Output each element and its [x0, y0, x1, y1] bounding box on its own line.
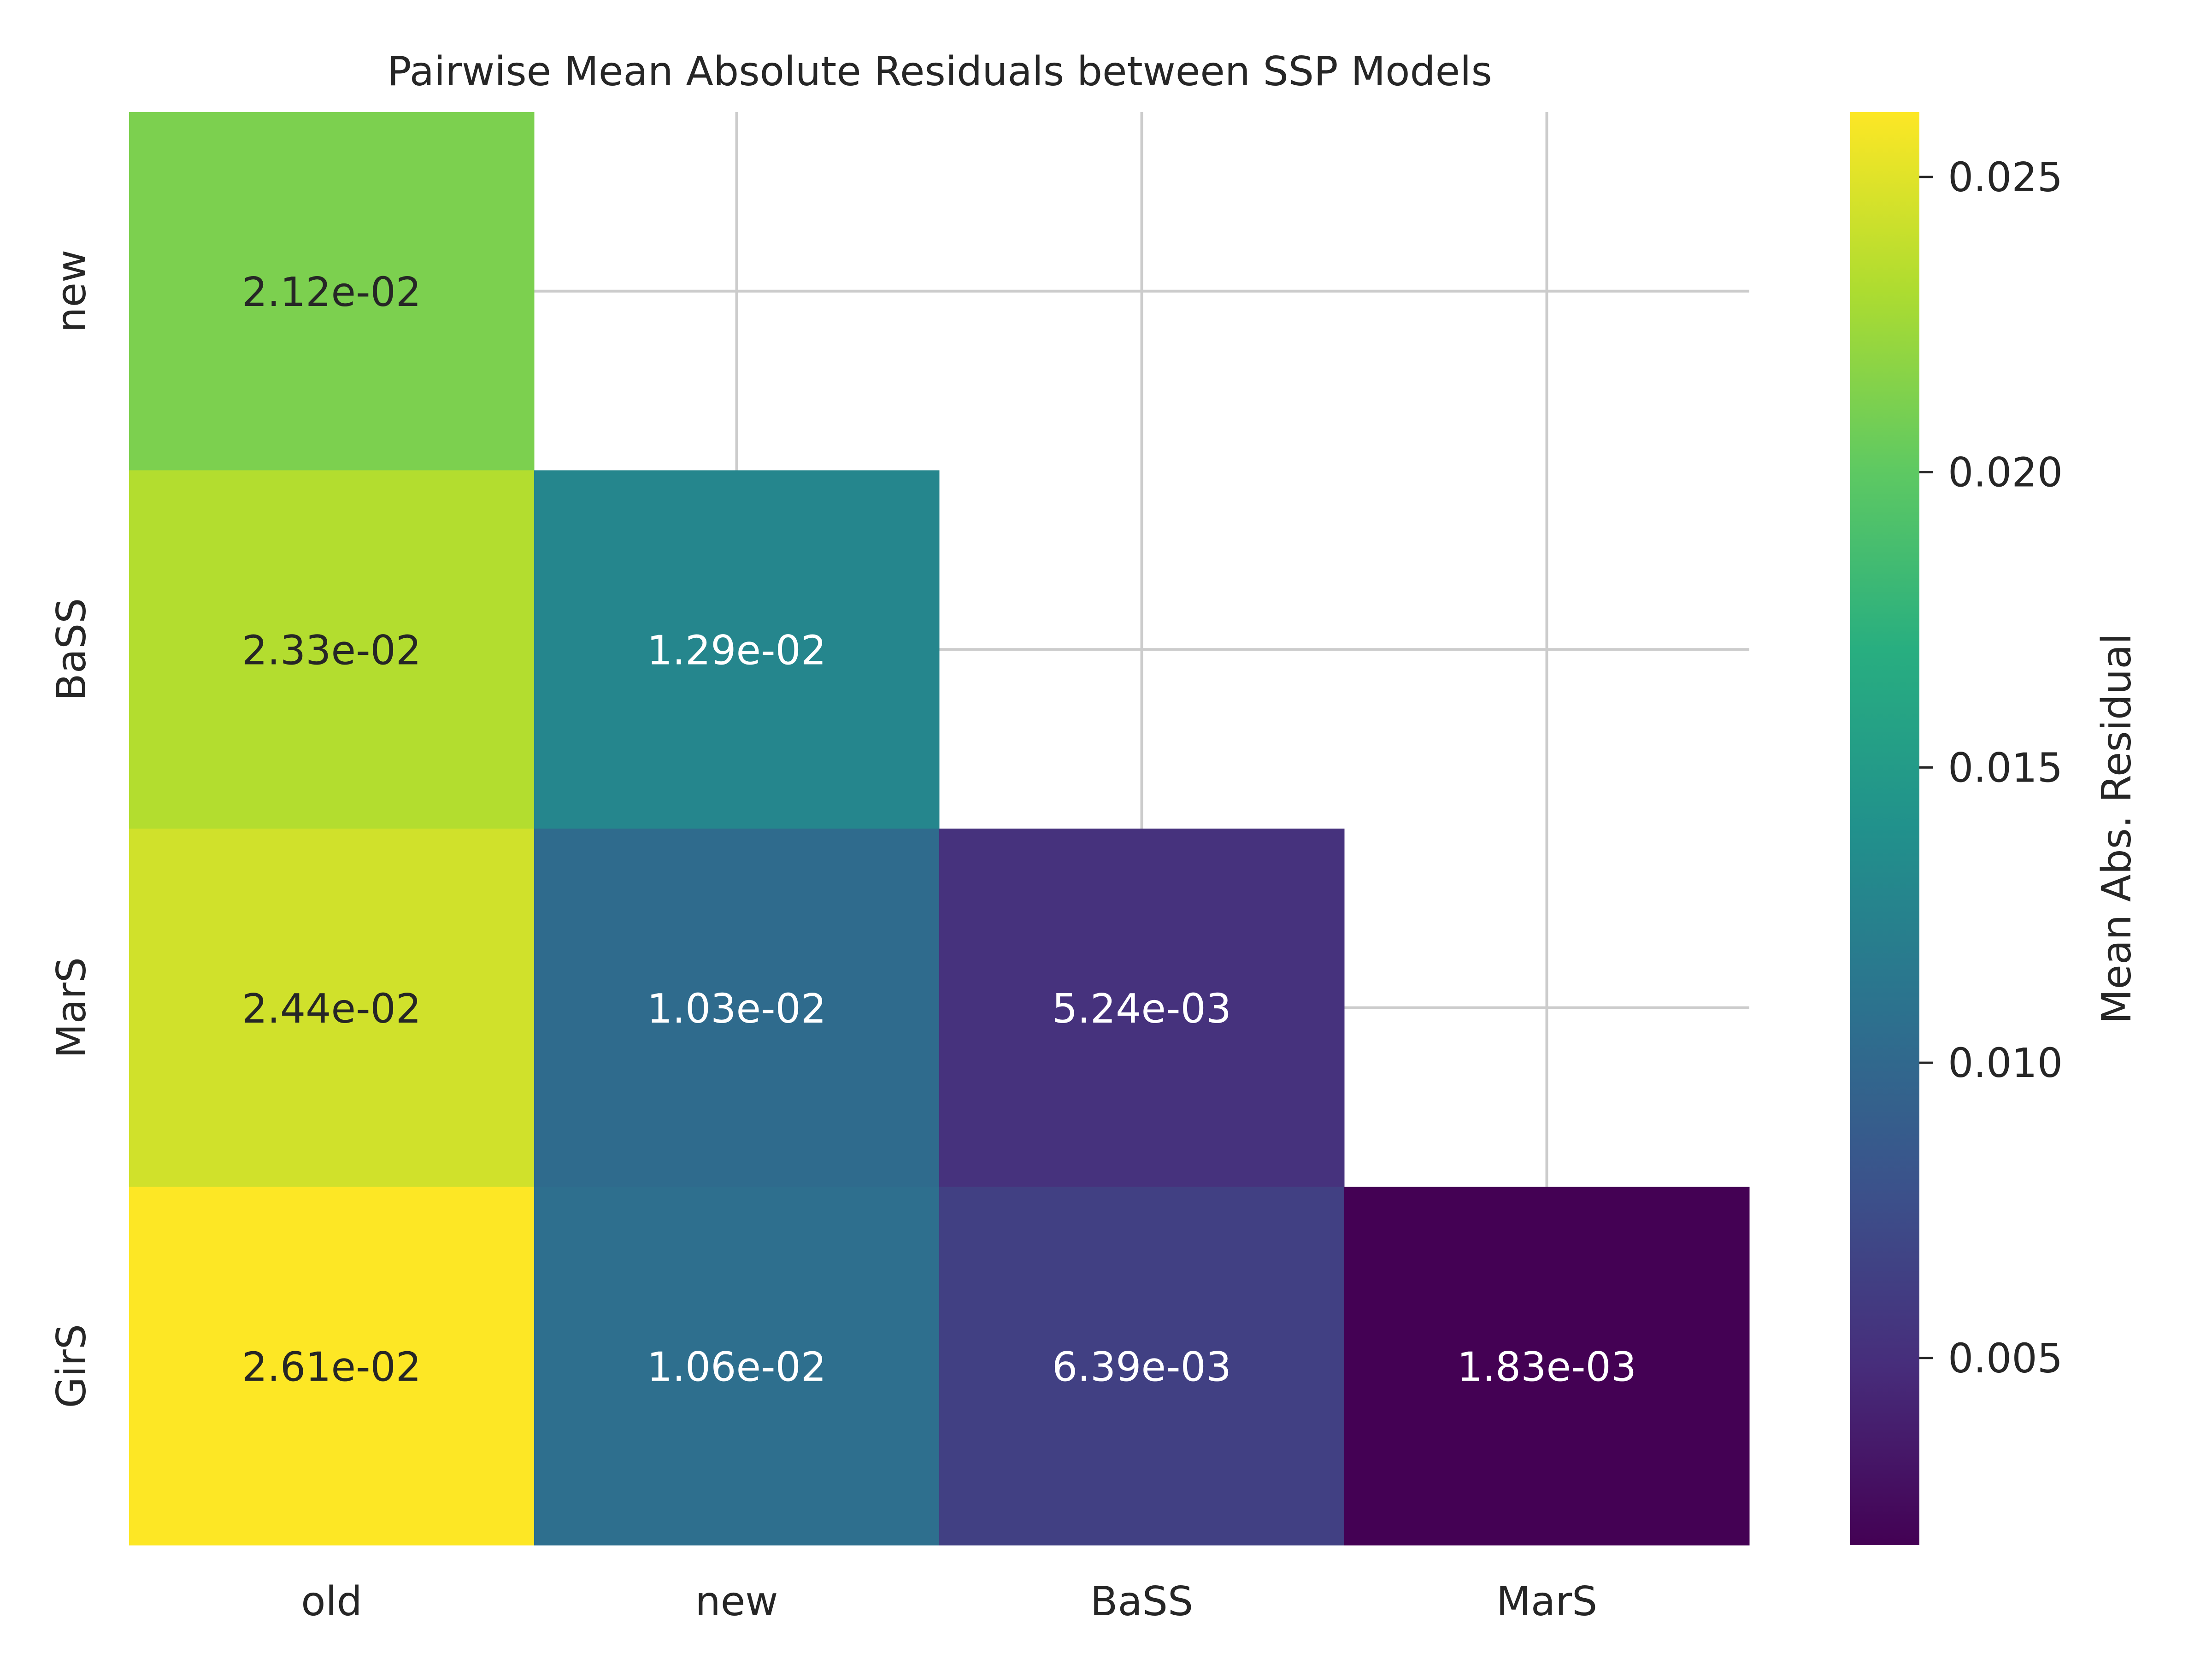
heatmap-cell — [129, 1187, 535, 1546]
cell-labels: 2.12e-02 2.33e-02 1.29e-02 2.44e-02 1.03e-02… — [242, 269, 1636, 1391]
x-tick-label: new — [695, 1578, 778, 1625]
x-axis-tick-labels: old new BaSS MarS — [301, 1578, 1597, 1625]
cell-value-label: 1.83e-03 — [1457, 1343, 1636, 1390]
cell-value-label: 2.12e-02 — [242, 269, 421, 316]
cell-value-label: 6.39e-03 — [1052, 1343, 1231, 1390]
colorbar-tick-label: 0.025 — [1948, 154, 2063, 201]
cell-value-label: 2.33e-02 — [242, 627, 421, 674]
heatmap-cell — [534, 470, 940, 829]
heatmap-cells — [129, 112, 1750, 1546]
heatmap-cell — [939, 1187, 1345, 1546]
cell-value-label: 5.24e-03 — [1052, 985, 1231, 1032]
cell-value-label: 2.44e-02 — [242, 985, 421, 1032]
heatmap-cell — [534, 1187, 940, 1546]
colorbar-tick-label: 0.010 — [1948, 1040, 2063, 1087]
colorbar-tick-label: 0.015 — [1948, 744, 2063, 791]
cell-value-label: 1.06e-02 — [647, 1343, 826, 1390]
y-tick-label: new — [48, 250, 95, 333]
colorbar-label: Mean Abs. Residual — [2093, 633, 2140, 1024]
heatmap-cell — [129, 470, 535, 829]
chart-title: Pairwise Mean Absolute Residuals between… — [387, 48, 1492, 95]
x-tick-label: BaSS — [1090, 1578, 1193, 1625]
y-tick-label: GirS — [48, 1324, 95, 1408]
colorbar-ticks: 0.005 0.010 0.015 0.020 0.025 — [1919, 154, 2063, 1382]
colorbar-tick-label: 0.020 — [1948, 449, 2063, 496]
cell-value-label: 1.03e-02 — [647, 985, 826, 1032]
colorbar — [1850, 112, 1919, 1545]
y-axis-tick-labels: new BaSS MarS GirS — [48, 250, 95, 1408]
colorbar-tick-label: 0.005 — [1948, 1335, 2063, 1382]
heatmap-cell — [1344, 1187, 1750, 1546]
heatmap-cell — [129, 829, 535, 1187]
y-tick-label: BaSS — [48, 598, 95, 701]
x-tick-label: MarS — [1496, 1578, 1597, 1625]
heatmap-cell — [129, 112, 535, 471]
heatmap-cell — [534, 829, 940, 1187]
x-tick-label: old — [301, 1578, 362, 1625]
cell-value-label: 2.61e-02 — [242, 1343, 421, 1390]
cell-value-label: 1.29e-02 — [647, 627, 826, 674]
y-tick-label: MarS — [48, 957, 95, 1058]
heatmap-cell — [939, 829, 1345, 1187]
